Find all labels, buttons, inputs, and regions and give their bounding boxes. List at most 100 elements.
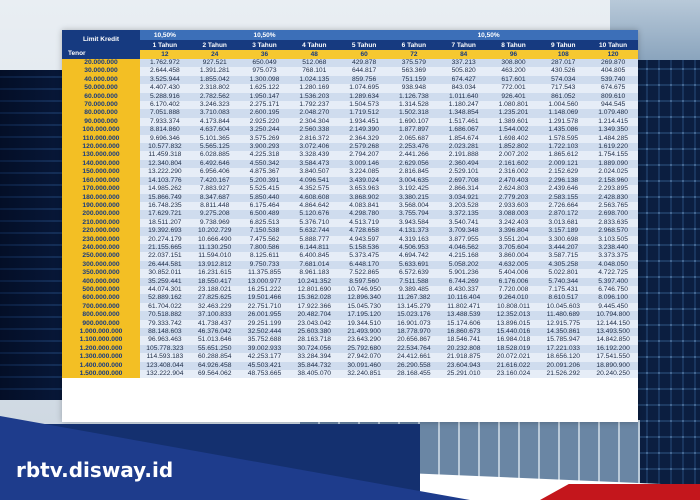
installment-cell: 16.748.235: [140, 201, 190, 211]
loan-amount-cell: 250.000.000: [62, 252, 140, 261]
loan-amount-cell: 90.000.000: [62, 117, 140, 127]
installment-cell: 15.174.606: [438, 319, 489, 328]
installment-cell: 20.072.021: [488, 353, 539, 362]
installment-cell: 70.518.882: [140, 311, 190, 320]
installment-cell: 16.860.673: [438, 328, 489, 337]
table-row: 150.000.000 13.222.290 6.956.406 4.875.367 3…: [62, 168, 638, 177]
loan-amount-cell: 900.000.000: [62, 319, 140, 328]
installment-cell: 2.364.329: [339, 134, 389, 144]
installment-cell: 2.023.281: [438, 143, 489, 152]
installment-cell: 1.536.203: [289, 92, 340, 102]
installment-cell: 1.544.002: [488, 126, 539, 135]
installment-cell: 2.629.056: [388, 159, 439, 169]
installment-cell: 3.242.403: [488, 218, 539, 228]
installment-cell: 52.889.162: [140, 294, 190, 303]
month-header: 96: [488, 50, 539, 59]
installment-cell: 3.372.135: [438, 210, 489, 219]
loan-amount-cell: 800.000.000: [62, 311, 140, 320]
installment-cell: 926.401: [488, 92, 539, 102]
installment-cell: 4.864.642: [289, 201, 340, 211]
loan-amount-cell: 190.000.000: [62, 201, 140, 211]
installment-cell: 2.007.202: [488, 151, 539, 160]
installment-cell: 1.004.560: [538, 101, 589, 110]
installment-cell: 4.506.953: [388, 243, 439, 253]
installment-cell: 1.235.201: [488, 109, 539, 118]
installment-cell: 2.191.888: [438, 151, 489, 160]
month-header-row: Tenor 12 24 36 48 60 72 84 96 108 120: [62, 50, 638, 59]
installment-cell: 6.500.489: [239, 210, 290, 219]
installment-cell: 23.043.042: [289, 319, 340, 328]
installment-cell: 15.362.028: [289, 294, 340, 303]
installment-cell: 3.575.269: [239, 134, 290, 144]
installment-cell: 4.048.050: [588, 260, 638, 270]
installment-cell: 1.391.281: [189, 67, 240, 76]
year-header: 5 Tahun: [339, 40, 389, 50]
installment-cell: 3.034.921: [438, 193, 489, 202]
installment-cell: 2.529.101: [438, 168, 489, 177]
installment-cell: 3.380.215: [388, 193, 439, 202]
installment-cell: 22.751.710: [239, 302, 290, 312]
installment-cell: 5.158.536: [339, 243, 389, 253]
installment-cell: 1.280.169: [289, 84, 340, 93]
installment-cell: 4.722.725: [588, 269, 638, 278]
installment-cell: 674.427: [438, 75, 489, 85]
installment-cell: 6.170.402: [140, 101, 190, 110]
installment-cell: 1.852.802: [488, 143, 539, 152]
loan-amount-cell: 40.000.000: [62, 75, 140, 85]
installment-cell: 4.305.258: [538, 260, 589, 270]
table-row: 130.000.000 11.459.318 6.028.885 4.225.318 3…: [62, 151, 638, 160]
installment-cell: 32.240.851: [339, 370, 389, 379]
installment-cell: 7.933.374: [140, 117, 190, 127]
installment-cell: 717.543: [538, 84, 589, 93]
installment-cell: 18.656.120: [538, 353, 589, 362]
installment-cell: 28.163.718: [289, 336, 340, 345]
installment-cell: 11.130.250: [189, 243, 240, 253]
installment-cell: 1.180.247: [438, 101, 489, 110]
installment-cell: 4.225.318: [239, 151, 290, 160]
installment-cell: 1.619.220: [588, 143, 638, 152]
installment-cell: 9.750.733: [239, 260, 290, 270]
installment-cell: 512.068: [289, 59, 340, 68]
installment-cell: 7.175.431: [538, 285, 589, 295]
installment-cell: 4.319.163: [388, 235, 439, 244]
table-row: 30.000.000 2.644.458 1.391.281 975.073 768.1…: [62, 67, 638, 76]
installment-cell: 7.051.888: [140, 109, 190, 118]
installment-cell: 1.698.402: [488, 134, 539, 144]
installment-cell: 12.144.150: [588, 319, 638, 328]
installment-cell: 20.482.704: [289, 311, 340, 320]
installment-cell: 5.101.365: [189, 134, 240, 144]
installment-cell: 8.811.448: [189, 201, 240, 211]
loan-amount-cell: 350.000.000: [62, 269, 140, 278]
loan-amount-cell: 120.000.000: [62, 143, 140, 152]
installment-cell: 2.583.155: [538, 193, 589, 202]
installment-cell: 975.073: [239, 67, 290, 76]
installment-cell: 6.492.646: [189, 159, 240, 169]
installment-cell: 5.404.006: [488, 269, 539, 278]
installment-cell: 3.328.439: [289, 151, 340, 160]
installment-cell: 20.656.867: [388, 336, 439, 345]
installment-cell: 114.593.183: [140, 353, 190, 362]
installment-cell: 4.298.780: [339, 210, 389, 219]
installment-cell: 7.883.927: [189, 185, 240, 194]
installment-cell: 6.175.464: [239, 201, 290, 211]
installment-cell: 3.103.505: [588, 235, 638, 244]
loan-amount-cell: 30.000.000: [62, 67, 140, 76]
installment-cell: 3.238.440: [588, 243, 638, 253]
loan-amount-cell: 140.000.000: [62, 159, 140, 169]
installment-cell: 1.348.854: [438, 109, 489, 118]
installment-cell: 23.604.943: [438, 361, 489, 371]
loan-amount-cell: 50.000.000: [62, 84, 140, 93]
installment-cell: 1.578.595: [538, 134, 589, 144]
installment-cell: 5.200.391: [239, 176, 290, 186]
month-header: 12: [140, 50, 190, 59]
installment-cell: 25.603.380: [289, 328, 340, 337]
table-row: 230.000.000 20.274.179 10.666.490 7.475.562…: [62, 235, 638, 244]
installment-cell: 463.200: [488, 67, 539, 76]
installment-cell: 4.728.658: [339, 227, 389, 236]
installment-cell: 3.860.004: [488, 252, 539, 261]
installment-cell: 4.407.430: [140, 84, 190, 93]
installment-cell: 2.925.220: [239, 117, 290, 127]
installment-cell: 3.439.024: [339, 176, 389, 186]
installment-cell: 2.600.195: [239, 109, 290, 118]
installment-cell: 6.744.269: [438, 277, 489, 286]
